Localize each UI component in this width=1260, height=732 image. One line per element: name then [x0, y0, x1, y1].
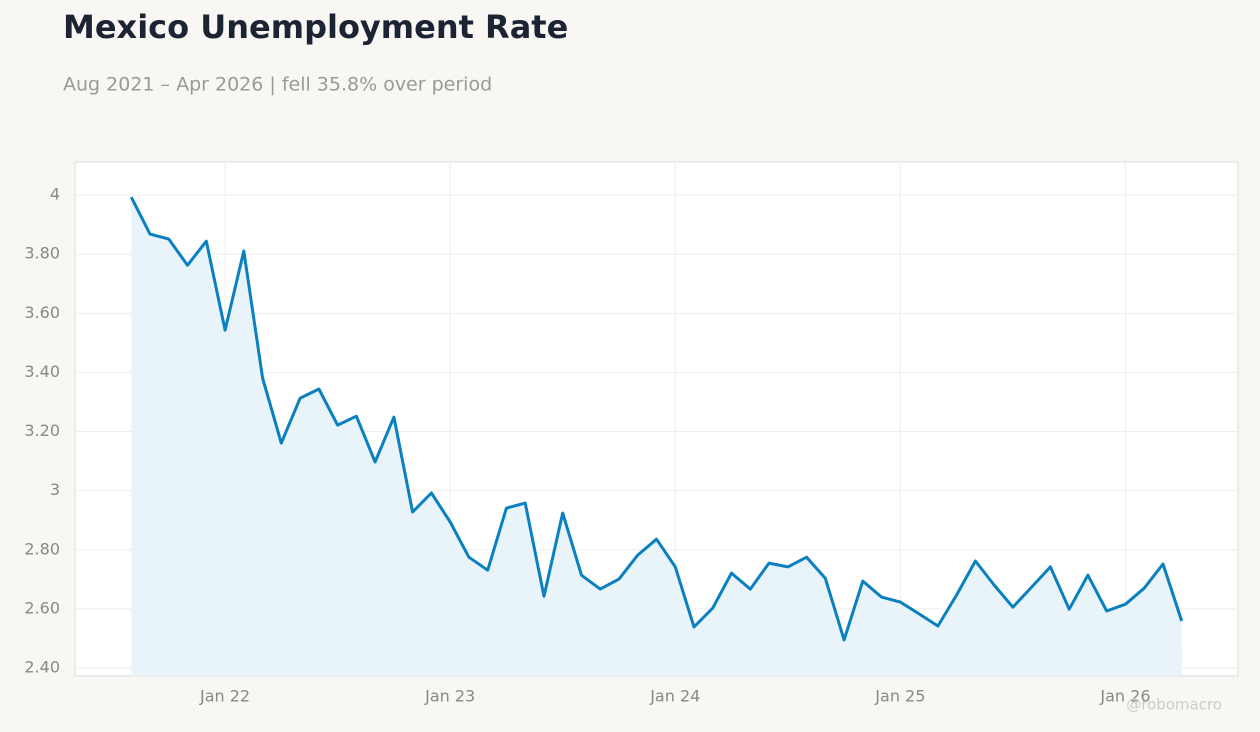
x-tick-label: Jan 23 — [424, 687, 475, 706]
y-tick-label: 3 — [50, 480, 60, 499]
x-tick-label: Jan 26 — [1099, 687, 1150, 706]
x-tick-label: Jan 22 — [199, 687, 250, 706]
y-tick-label: 4 — [50, 185, 60, 204]
y-tick-label: 2.80 — [24, 539, 60, 558]
y-tick-label: 2.40 — [24, 658, 60, 677]
y-tick-label: 2.60 — [24, 598, 60, 617]
chart-subtitle: Aug 2021 – Apr 2026 | fell 35.8% over pe… — [63, 74, 492, 96]
line — [129, 196, 1184, 642]
watermark: @robomacro — [1126, 696, 1222, 714]
y-tick-label: 3.40 — [24, 362, 60, 381]
y-tick-label: 3.60 — [24, 303, 60, 322]
chart-title: Mexico Unemployment Rate — [63, 8, 568, 46]
area — [131, 197, 1182, 676]
x-tick-label: Jan 24 — [649, 687, 700, 706]
y-tick-label: 3.80 — [24, 244, 60, 263]
y-tick-label: 3.20 — [24, 421, 60, 440]
x-tick-label: Jan 25 — [874, 687, 925, 706]
